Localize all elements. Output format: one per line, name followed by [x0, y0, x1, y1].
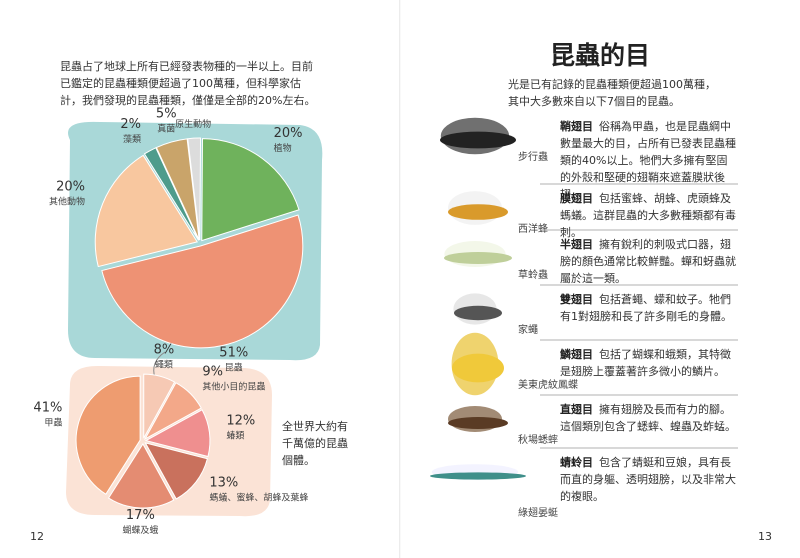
right-intro: 光是已有記錄的昆蟲種類便超過100萬種，其中大多數來自以下7個目的昆蟲。 [508, 78, 716, 108]
order-name: 雙翅目 [560, 293, 593, 306]
order-entry: 膜翅目 包括蜜蜂、胡蜂、虎頭蜂及螞蟻。這群昆蟲的大多數種類都有毒刺。 [560, 190, 738, 241]
slice-value-label: 5% [156, 107, 177, 122]
insect-label: 秋場蟋蟀 [518, 433, 558, 446]
left-note: 全世界大約有千萬億的昆蟲個體。 [282, 420, 348, 467]
slice-value-label: 20% [56, 180, 85, 195]
pie-slice [187, 137, 202, 241]
order-entry: 半翅目 擁有銳利的刺吸式口器，翅膀的顏色通常比較鮮豔。蟬和蚜蟲就屬於這一類。 [560, 236, 738, 287]
insect-label: 步行蟲 [518, 150, 548, 163]
insect-body [448, 204, 508, 220]
insect-label: 美東虎紋鳳蝶 [518, 378, 578, 391]
order-entry: 直翅目 擁有翅膀及長而有力的腳。這個類別包含了蟋蟀、蝗蟲及蚱蜢。 [560, 401, 738, 435]
pie-slice [107, 443, 175, 509]
order-name: 直翅目 [560, 403, 593, 416]
pie-slice [144, 442, 208, 500]
slice-value-label: 12% [226, 413, 255, 428]
slice-category-label: 其他小目的昆蟲 [202, 381, 265, 393]
pie-slice [143, 382, 202, 441]
insect-body [430, 472, 526, 480]
pie-slice [143, 373, 176, 439]
order-entry: 雙翅目 包括蒼蠅、蠓和蚊子。牠們有1對翅膀和長了許多剛毛的身體。 [560, 291, 738, 325]
slice-category-label: 螞蟻、蜜蜂、胡蜂及葉蜂 [209, 491, 308, 503]
slice-category-label: 蠅類 [155, 359, 173, 371]
pie-slice [75, 375, 141, 495]
pie-slice [94, 154, 199, 268]
slice-category-label: 蝴蝶及蛾 [122, 524, 158, 536]
pie-slice [101, 214, 304, 349]
order-entry: 蜻蛉目 包含了蜻蜓和豆娘，具有長而直的身軀、透明翅膀，以及非常大的複眼。 [560, 454, 738, 505]
right-title: 昆蟲的目 [549, 41, 650, 70]
insect-label: 綠翅晏蜓 [518, 506, 558, 519]
order-name: 鞘翅目 [560, 120, 593, 133]
insect-body [440, 131, 516, 149]
order-name: 半翅目 [560, 238, 593, 251]
slice-category-label: 甲蟲 [44, 417, 62, 429]
insect-label: 家蠅 [518, 323, 538, 336]
pie-slice [144, 409, 211, 458]
left-intro: 昆蟲占了地球上所有已經發表物種的一半以上。目前已鑑定的昆蟲種類便超過了100萬種… [60, 60, 316, 107]
spine [399, 0, 401, 558]
order-name: 膜翅目 [560, 192, 593, 205]
slice-value-label: 17% [126, 508, 155, 523]
insect-label: 西洋蜂 [518, 222, 548, 235]
slice-category-label: 蝽類 [226, 429, 244, 441]
insect-body [444, 252, 512, 264]
slice-category-label: 藻類 [123, 133, 141, 145]
insect-body [452, 353, 504, 383]
order-description: 包含了蜻蜓和豆娘，具有長而直的身軀、透明翅膀，以及非常大的複眼。 [560, 456, 736, 503]
order-description: 擁有銳利的刺吸式口器，翅膀的顏色通常比較鮮豔。蟬和蚜蟲就屬於這一類。 [560, 238, 736, 285]
order-description: 俗稱為甲蟲，也是昆蟲綱中數量最大的目，占所有已發表昆蟲種類的40%以上。牠們大多… [560, 120, 736, 201]
pie-slice [143, 147, 200, 241]
slice-value-label: 8% [154, 343, 175, 358]
slice-category-label: 真菌 [157, 123, 175, 135]
slice-category-label: 原生動物 [175, 118, 211, 130]
order-name: 蜻蛉目 [560, 456, 593, 469]
order-entry: 鱗翅目 包括了蝴蝶和蛾類，其特徵是翅膀上覆蓋著許多微小的鱗片。 [560, 346, 738, 380]
slice-category-label: 其他動物 [49, 196, 85, 208]
order-description: 包括蜜蜂、胡蜂、虎頭蜂及螞蟻。這群昆蟲的大多數種類都有毒刺。 [560, 192, 736, 239]
pie-slice [155, 138, 200, 241]
slice-category-label: 植物 [274, 142, 292, 154]
slice-value-label: 20% [274, 126, 303, 141]
pie-slice [201, 138, 300, 242]
slice-value-label: 41% [33, 401, 62, 416]
page-number-left: 12 [30, 530, 44, 543]
order-name: 鱗翅目 [560, 348, 593, 361]
insect-body [448, 417, 508, 429]
slice-value-label: 9% [202, 365, 223, 380]
slice-category-label: 昆蟲 [225, 361, 243, 373]
order-description: 包括蒼蠅、蠓和蚊子。牠們有1對翅膀和長了許多剛毛的身體。 [560, 293, 732, 323]
order-description: 擁有翅膀及長而有力的腳。這個類別包含了蟋蟀、蝗蟲及蚱蜢。 [560, 403, 736, 433]
slice-value-label: 13% [209, 475, 238, 490]
slice-value-label: 2% [120, 117, 141, 132]
slice-value-label: 51% [219, 345, 248, 360]
order-entry: 鞘翅目 俗稱為甲蟲，也是昆蟲綱中數量最大的目，占所有已發表昆蟲種類的40%以上。牠… [560, 118, 738, 203]
page-number-right: 13 [758, 530, 772, 543]
order-description: 包括了蝴蝶和蛾類，其特徵是翅膀上覆蓋著許多微小的鱗片。 [560, 348, 731, 378]
insect-body [454, 305, 502, 321]
insect-label: 草蛉蟲 [518, 268, 548, 281]
